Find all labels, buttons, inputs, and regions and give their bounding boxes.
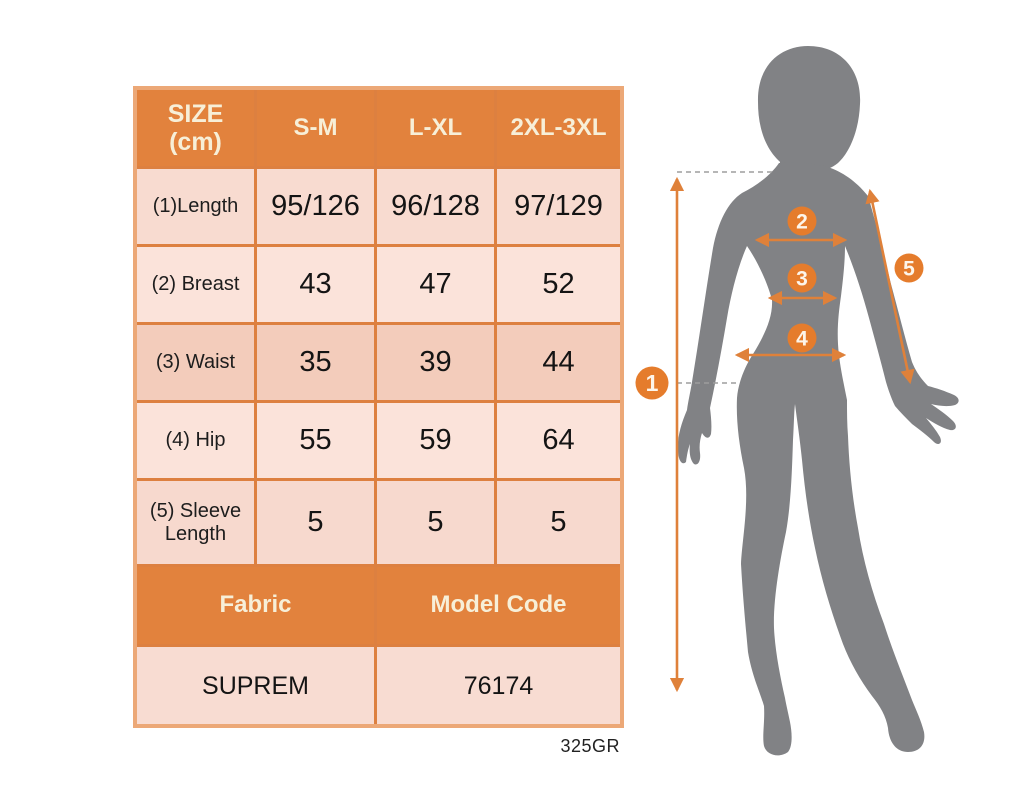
hip-l-xl: 59 — [377, 403, 497, 481]
svg-text:1: 1 — [646, 370, 659, 396]
model-code-header: Model Code — [377, 567, 620, 647]
breast-s-m: 43 — [257, 247, 377, 325]
column-header-l-xl: L-XL — [377, 90, 497, 169]
corner-header-line2: (cm) — [169, 128, 222, 156]
fabric-value: SUPREM — [137, 647, 377, 724]
hip-s-m: 55 — [257, 403, 377, 481]
sleeve-l-xl: 5 — [377, 481, 497, 567]
column-header-2xl-3xl: 2XL-3XL — [497, 90, 620, 169]
waist-2xl-3xl: 44 — [497, 325, 620, 403]
sleeve-2xl-3xl: 5 — [497, 481, 620, 567]
column-header-s-m: S-M — [257, 90, 377, 169]
row-label-sleeve-length: (5) Sleeve Length — [137, 481, 257, 567]
waist-s-m: 35 — [257, 325, 377, 403]
model-code-value: 76174 — [377, 647, 620, 724]
measure-badge-4: 4 — [787, 323, 817, 353]
length-s-m: 95/126 — [257, 169, 377, 247]
size-chart-corner-header: SIZE (cm) — [137, 90, 257, 169]
svg-text:2: 2 — [796, 211, 808, 234]
waist-l-xl: 39 — [377, 325, 497, 403]
measure-badge-2: 2 — [787, 206, 817, 236]
sleeve-arrow — [865, 188, 915, 385]
row-label-hip: (4) Hip — [137, 403, 257, 481]
size-chart-table: SIZE (cm) S-M L-XL 2XL-3XL (1)Length 95/… — [133, 86, 624, 728]
row-label-length: (1)Length — [137, 169, 257, 247]
row-label-waist: (3) Waist — [137, 325, 257, 403]
row-label-breast: (2) Breast — [137, 247, 257, 325]
measure-badge-5: 5 — [894, 253, 924, 283]
fabric-header: Fabric — [137, 567, 377, 647]
svg-text:4: 4 — [796, 328, 808, 351]
svg-text:5: 5 — [903, 258, 915, 281]
measure-badge-3: 3 — [787, 263, 817, 293]
length-2xl-3xl: 97/129 — [497, 169, 620, 247]
body-measurement-figure: 1 2 3 4 5 — [620, 38, 1020, 773]
hip-2xl-3xl: 64 — [497, 403, 620, 481]
body-silhouette-icon — [677, 46, 959, 756]
length-l-xl: 96/128 — [377, 169, 497, 247]
breast-l-xl: 47 — [377, 247, 497, 325]
corner-header-line1: SIZE — [167, 100, 224, 128]
svg-text:3: 3 — [796, 268, 808, 291]
sleeve-s-m: 5 — [257, 481, 377, 567]
weight-note: 325GR — [560, 736, 620, 756]
breast-2xl-3xl: 52 — [497, 247, 620, 325]
measure-badge-1: 1 — [635, 366, 669, 400]
